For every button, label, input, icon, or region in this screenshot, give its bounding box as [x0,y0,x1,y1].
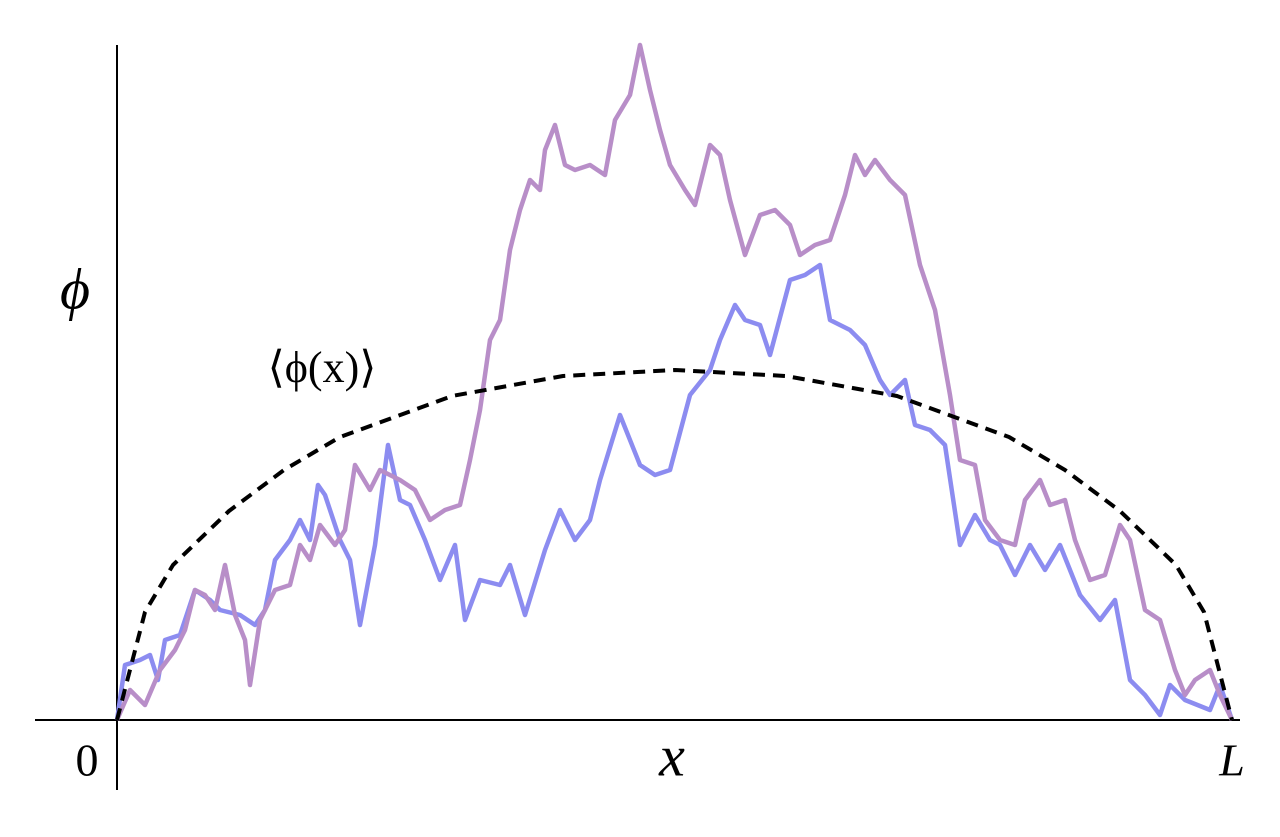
x-tick-label: L [1218,735,1245,786]
series-line [114,42,1235,721]
mean-annotation: ⟨ϕ(x)⟩ [268,343,377,392]
y-axis-label: ϕ [60,256,90,321]
x-tick-label: 0 [76,735,99,786]
x-axis-label: x [658,723,685,788]
mean-curve [115,368,1234,721]
series-line [114,262,1235,721]
